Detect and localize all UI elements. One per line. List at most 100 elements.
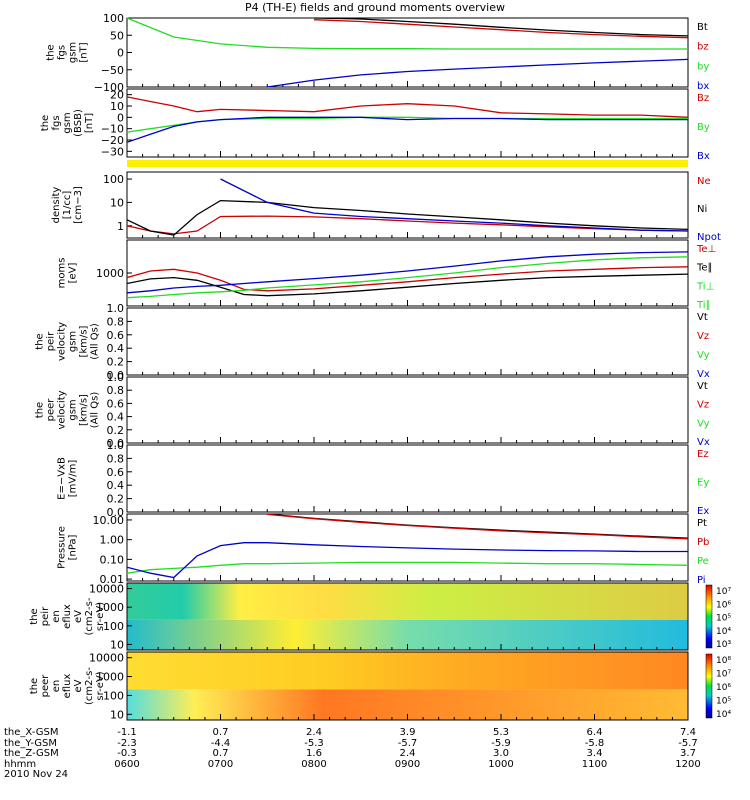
y-axis-label: thefgsgsm(BSB)[nT] <box>40 109 95 137</box>
y-tick-label: −50 <box>101 64 124 77</box>
y-axis-label-line: gsm <box>68 399 79 420</box>
y-tick-label: −10 <box>101 123 124 136</box>
y-tick-label: 0.2 <box>107 493 125 506</box>
y-axis-label-line: the <box>35 333 46 349</box>
series-line-Pb <box>267 513 689 540</box>
legend-entry: bz <box>697 42 709 53</box>
time-tick-label: 1000 <box>488 758 514 770</box>
panel-frame <box>126 444 689 513</box>
panel-1: 100 50 0 −50 −100 thefgsgsm[nT] Bt bz by bx <box>46 12 710 94</box>
panel-10: 10⁸ 10⁷ 10⁶ 10⁵ 10⁴ 10000 1000 100 10 thepeerenef… <box>29 651 731 721</box>
y-axis-label-line: [eV] <box>68 263 79 284</box>
series-line-bx <box>267 58 689 88</box>
ephemeris-value: 0.7 <box>212 727 229 738</box>
ephemeris-value: -5.3 <box>304 737 324 749</box>
legend-entry: Vz <box>697 400 709 411</box>
y-axis-label-line: (All Qs) <box>90 392 101 429</box>
colorbar-tick-label: 10⁵ <box>716 614 731 624</box>
panel-8: 10.00 1.00 0.10 0.01 Pressure[nPa] Pt Pb Pe Pi <box>57 513 709 586</box>
panel-frame <box>126 88 689 158</box>
plot-title: P4 (TH-E) fields and ground moments over… <box>245 1 505 14</box>
ephemeris-value: -2.3 <box>117 737 137 749</box>
ephemeris-value: 1.6 <box>306 748 322 759</box>
y-axis-label: thefgsgsm[nT] <box>46 42 90 63</box>
y-axis-label: E=−VxB[mV/m] <box>57 457 79 500</box>
series-line-Bz <box>126 96 689 118</box>
colorbar-tick-label: 10⁷ <box>716 587 731 597</box>
y-axis-label-line: velocity <box>57 390 68 429</box>
ephemeris-label: the_Y-GSM <box>4 737 58 749</box>
panel-frame <box>126 239 689 307</box>
ephemeris-label: the_Z-GSM <box>4 748 59 759</box>
series-line-by <box>126 17 688 50</box>
y-axis-label-line: peir <box>40 606 51 626</box>
y-axis-label-line: sr-eV) <box>95 671 106 700</box>
colorbar-tick-label: 10³ <box>716 640 731 650</box>
date-row: 2010 Nov 24 <box>4 769 744 781</box>
legend-entry: Ez <box>697 449 709 460</box>
time-tick-label: 1200 <box>675 758 701 770</box>
legend-entry: Vy <box>697 418 710 429</box>
panel-4: 1000 moms[eV] Te⊥ Te∥ Ti⊥ Ti∥ <box>57 239 716 311</box>
legend-entry: Vz <box>697 331 709 342</box>
series-line-Pe <box>126 561 689 574</box>
time-tick-label: 1100 <box>581 758 608 770</box>
y-tick-label: 0.6 <box>107 397 125 410</box>
ephemeris-value: 2.4 <box>399 748 416 759</box>
ephemeris-value: -1.1 <box>117 727 137 738</box>
colorbar-tick-label: 10⁴ <box>716 710 731 720</box>
y-tick-label: −20 <box>101 134 124 147</box>
y-axis-label: thepeirenefluxeV(cm2-s-sr-eV) <box>29 597 106 635</box>
ephemeris-value: 3.0 <box>493 748 509 759</box>
y-tick-label: 1.0 <box>107 439 125 452</box>
y-axis-label-line: the <box>29 678 40 694</box>
date-label: 2010 Nov 24 <box>4 769 69 780</box>
legend-entry: Pi <box>697 575 706 586</box>
y-tick-label: 1.00 <box>100 534 125 547</box>
y-axis-label-line: peer <box>46 398 57 422</box>
y-axis-label-line: [1/cc] <box>62 191 73 220</box>
y-axis-label-line: the <box>35 402 46 418</box>
y-axis-label-line: (BSB) <box>73 109 84 137</box>
colorbar-tick-label: 10⁷ <box>716 670 731 680</box>
time-tick-label: 0900 <box>394 758 421 770</box>
panel-frame <box>126 376 689 444</box>
legend-entry: Ti⊥ <box>696 281 714 292</box>
y-axis-label-line: gsm <box>68 42 79 63</box>
y-tick-label: 1000 <box>96 267 124 280</box>
y-axis-label-line: the <box>40 115 51 131</box>
y-axis-label-line: peer <box>40 674 51 698</box>
time-axis-footer: the_X-GSM -1.1 0.7 2.4 3.9 5.3 6.4 7.4 the_Y-G… <box>4 727 744 781</box>
ephemeris-value: 5.3 <box>493 727 509 738</box>
legend-entry: Vx <box>697 369 710 380</box>
y-axis-label: thepeervelocitygsm[km/s](All Qs) <box>35 390 101 429</box>
hhmm-label: hhmm <box>4 758 37 770</box>
y-axis-label-line: eV <box>73 610 84 623</box>
series-line-bz <box>313 19 689 39</box>
y-tick-label: 100 <box>103 173 124 186</box>
legend-entry: Ni <box>697 204 707 215</box>
series-line-Ne <box>126 215 689 235</box>
y-tick-label: 1.0 <box>107 371 125 384</box>
y-axis-label: thepeirvelocitygsm[km/s](All Qs) <box>35 322 101 361</box>
y-axis-label-line: en <box>51 680 62 693</box>
y-tick-label: 0.6 <box>107 329 125 342</box>
y-axis-label-line: sr-eV) <box>95 602 106 631</box>
y-tick-label: 0.2 <box>107 424 125 437</box>
ephemeris-value: -5.8 <box>584 737 605 749</box>
ephemeris-value: -5.7 <box>678 737 698 749</box>
y-tick-label: 1.0 <box>107 302 125 315</box>
y-tick-label: 0.01 <box>100 573 125 586</box>
legend-entry: Bt <box>697 22 708 33</box>
colorbar <box>705 653 713 719</box>
ephemeris-value: 3.4 <box>586 748 603 759</box>
ephemeris-value: 3.7 <box>680 748 696 759</box>
y-axis-label-line: (cm2-s- <box>84 597 95 635</box>
y-tick-label: 0.4 <box>107 411 125 424</box>
y-tick-label: 100 <box>103 12 124 25</box>
time-tick-label: 0600 <box>114 758 140 770</box>
y-tick-label: 100 <box>103 689 124 702</box>
y-tick-label: 10000 <box>89 583 124 596</box>
y-tick-label: 0.0 <box>107 437 125 450</box>
